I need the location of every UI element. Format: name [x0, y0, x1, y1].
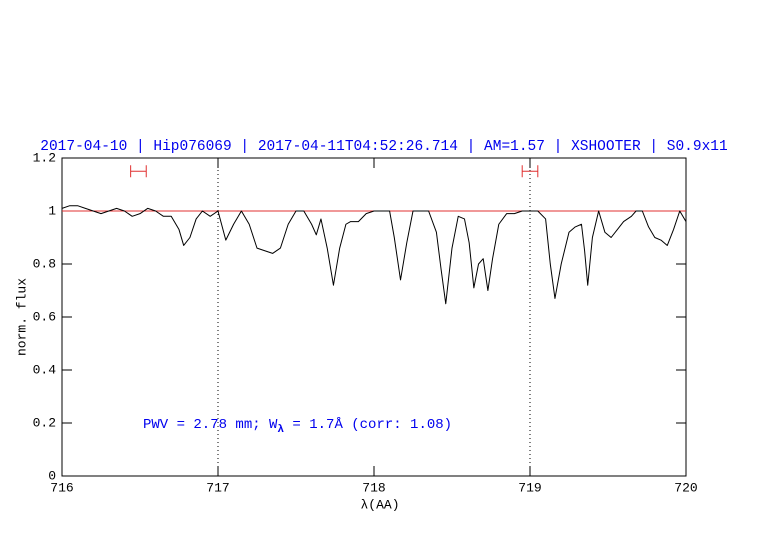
y-tick-label: 0.8 [33, 256, 56, 271]
range-marker [130, 165, 147, 178]
x-tick-label: 716 [50, 480, 73, 495]
range-marker [521, 165, 539, 178]
x-tick-label: 718 [362, 480, 385, 495]
annotation-subscript: λ [277, 424, 284, 436]
x-tick-label: 717 [206, 480, 229, 495]
x-tick-label: 719 [518, 480, 541, 495]
y-tick-label: 1.2 [33, 150, 56, 165]
y-tick-label: 0.4 [33, 362, 57, 377]
y-axis-label: norm. flux [14, 278, 29, 356]
y-tick-label: 1 [48, 203, 56, 218]
chart-title: 2017-04-10 | Hip076069 | 2017-04-11T04:5… [40, 139, 727, 155]
y-tick-label: 0.2 [33, 415, 56, 430]
y-tick-label: 0.6 [33, 309, 56, 324]
spectrum-line [61, 205, 687, 305]
annotation-text: PWV = 2.78 mm; W [143, 417, 278, 433]
x-axis-label: λ(AA) [360, 497, 399, 512]
annotation-text: = 1.7Å (corr: 1.08) [284, 416, 452, 433]
x-tick-label: 720 [674, 480, 697, 495]
annotation: PWV = 2.78 mm; Wλ = 1.7Å (corr: 1.08) [143, 416, 452, 436]
y-tick-label: 0 [48, 468, 56, 483]
